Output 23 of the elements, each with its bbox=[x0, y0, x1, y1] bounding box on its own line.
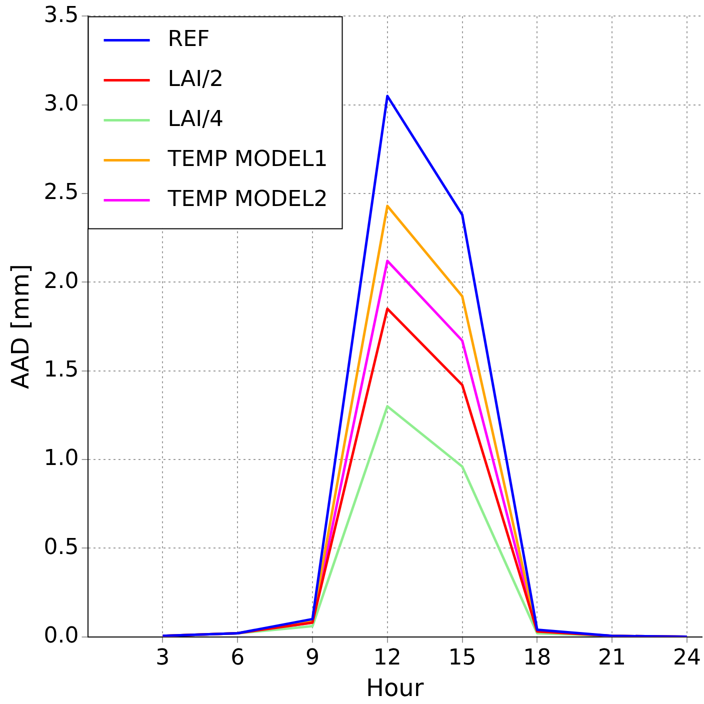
legend-label: TEMP MODEL2 bbox=[166, 186, 328, 212]
y-tick-label: 0.5 bbox=[44, 534, 79, 560]
x-tick-label: 9 bbox=[305, 646, 320, 671]
x-axis-title: Hour bbox=[366, 674, 424, 702]
x-tick-label: 21 bbox=[598, 646, 626, 671]
x-tick-label: 18 bbox=[523, 646, 552, 671]
legend-label: LAI/4 bbox=[168, 106, 224, 132]
x-tick-label: 15 bbox=[448, 646, 476, 671]
legend-label: TEMP MODEL1 bbox=[166, 146, 328, 172]
y-tick-label: 2.5 bbox=[44, 180, 79, 206]
legend-label: REF bbox=[168, 26, 210, 52]
x-tick-label: 3 bbox=[156, 646, 170, 671]
x-tick-label: 6 bbox=[230, 646, 245, 671]
x-tick-label: 12 bbox=[373, 646, 402, 671]
x-tick-label: 24 bbox=[672, 646, 701, 671]
y-tick-label: 1.0 bbox=[44, 446, 79, 472]
y-tick-label: 0.0 bbox=[44, 624, 79, 649]
y-tick-label: 1.5 bbox=[44, 358, 79, 383]
legend-label: LAI/2 bbox=[168, 66, 224, 92]
y-axis-title: AAD [mm] bbox=[6, 264, 35, 390]
y-tick-label: 3.5 bbox=[44, 2, 79, 28]
y-tick-label: 3.0 bbox=[44, 92, 79, 117]
y-tick-label: 2.0 bbox=[44, 268, 79, 294]
